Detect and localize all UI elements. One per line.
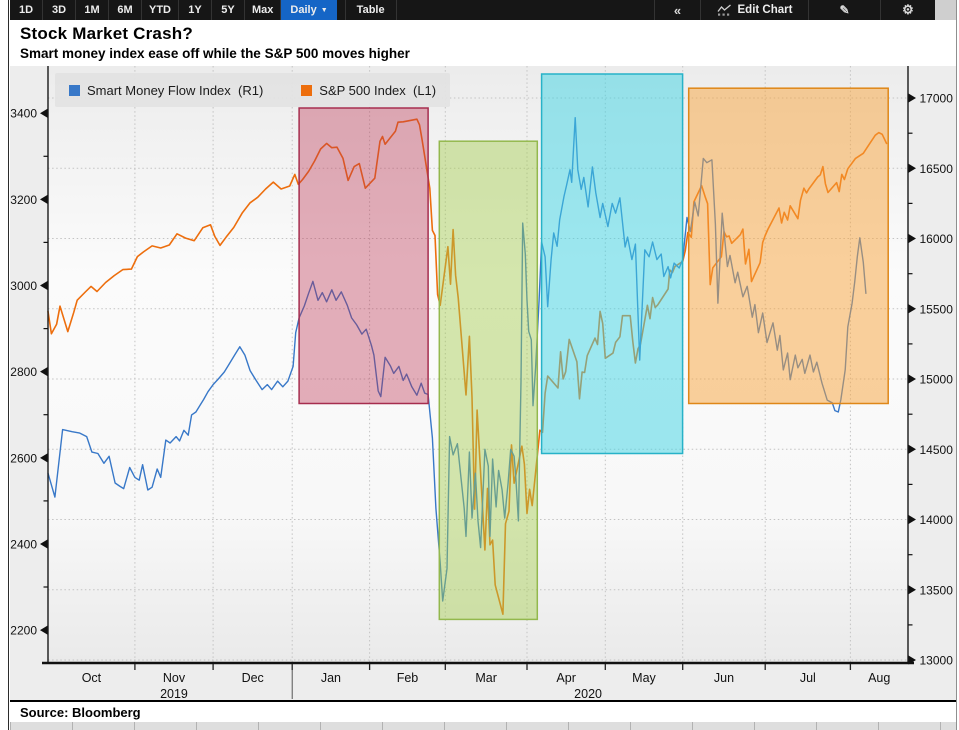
range-button-1m[interactable]: 1M <box>76 0 109 20</box>
frequency-dropdown-label: Daily <box>290 4 317 16</box>
annotate-pencil-icon[interactable]: ✎ <box>808 0 880 20</box>
toolbar-end-spacer <box>935 0 956 20</box>
page-subtitle: Smart money index ease off while the S&P… <box>20 46 410 61</box>
chart-legend: Smart Money Flow Index (R1) S&P 500 Index… <box>55 73 451 107</box>
toolbar-right-group: « Edit Chart ✎ ⚙ <box>654 0 935 20</box>
range-button-max[interactable]: Max <box>245 0 282 20</box>
chart-margin-area <box>10 66 956 700</box>
legend-swatch <box>69 84 80 96</box>
range-button-6m[interactable]: 6M <box>109 0 142 20</box>
legend-item-sp500[interactable]: S&P 500 Index (L1) <box>301 83 436 98</box>
edit-chart-button[interactable]: Edit Chart <box>700 0 808 20</box>
chart-header: Stock Market Crash? Smart money index ea… <box>10 20 956 66</box>
source-label: Source: Bloomberg <box>20 704 141 720</box>
legend-label: Smart Money Flow Index (R1) <box>87 82 264 98</box>
legend-item-smart-money[interactable]: Smart Money Flow Index (R1) <box>69 83 263 98</box>
legend-swatch <box>301 84 313 96</box>
range-button-1d[interactable]: 1D <box>10 0 43 20</box>
page-title: Stock Market Crash? <box>20 24 193 43</box>
range-buttons-group: 1D 3D 1M 6M YTD 1Y 5Y Max <box>10 0 282 20</box>
range-button-5y[interactable]: 5Y <box>212 0 245 20</box>
source-row: Source: Bloomberg <box>10 700 956 722</box>
collapse-toolbar-icon[interactable]: « <box>654 0 700 20</box>
range-button-ytd[interactable]: YTD <box>142 0 179 20</box>
chart-toolbar: 1D 3D 1M 6M YTD 1Y 5Y Max Daily ▼ Table « Edit … <box>10 0 935 20</box>
settings-gear-icon[interactable]: ⚙ <box>880 0 935 20</box>
range-button-1y[interactable]: 1Y <box>179 0 212 20</box>
window-right-border <box>956 0 957 730</box>
frequency-dropdown[interactable]: Daily ▼ <box>281 0 337 20</box>
bottom-scrollbar-strip <box>10 722 956 730</box>
chevron-down-icon: ▼ <box>320 6 328 14</box>
legend-label: S&P 500 Index (L1) <box>319 82 437 98</box>
table-button[interactable]: Table <box>344 0 397 20</box>
window-left-border <box>0 0 9 730</box>
edit-chart-label: Edit Chart <box>737 4 793 16</box>
line-chart-icon <box>717 4 731 16</box>
range-button-3d[interactable]: 3D <box>43 0 76 20</box>
